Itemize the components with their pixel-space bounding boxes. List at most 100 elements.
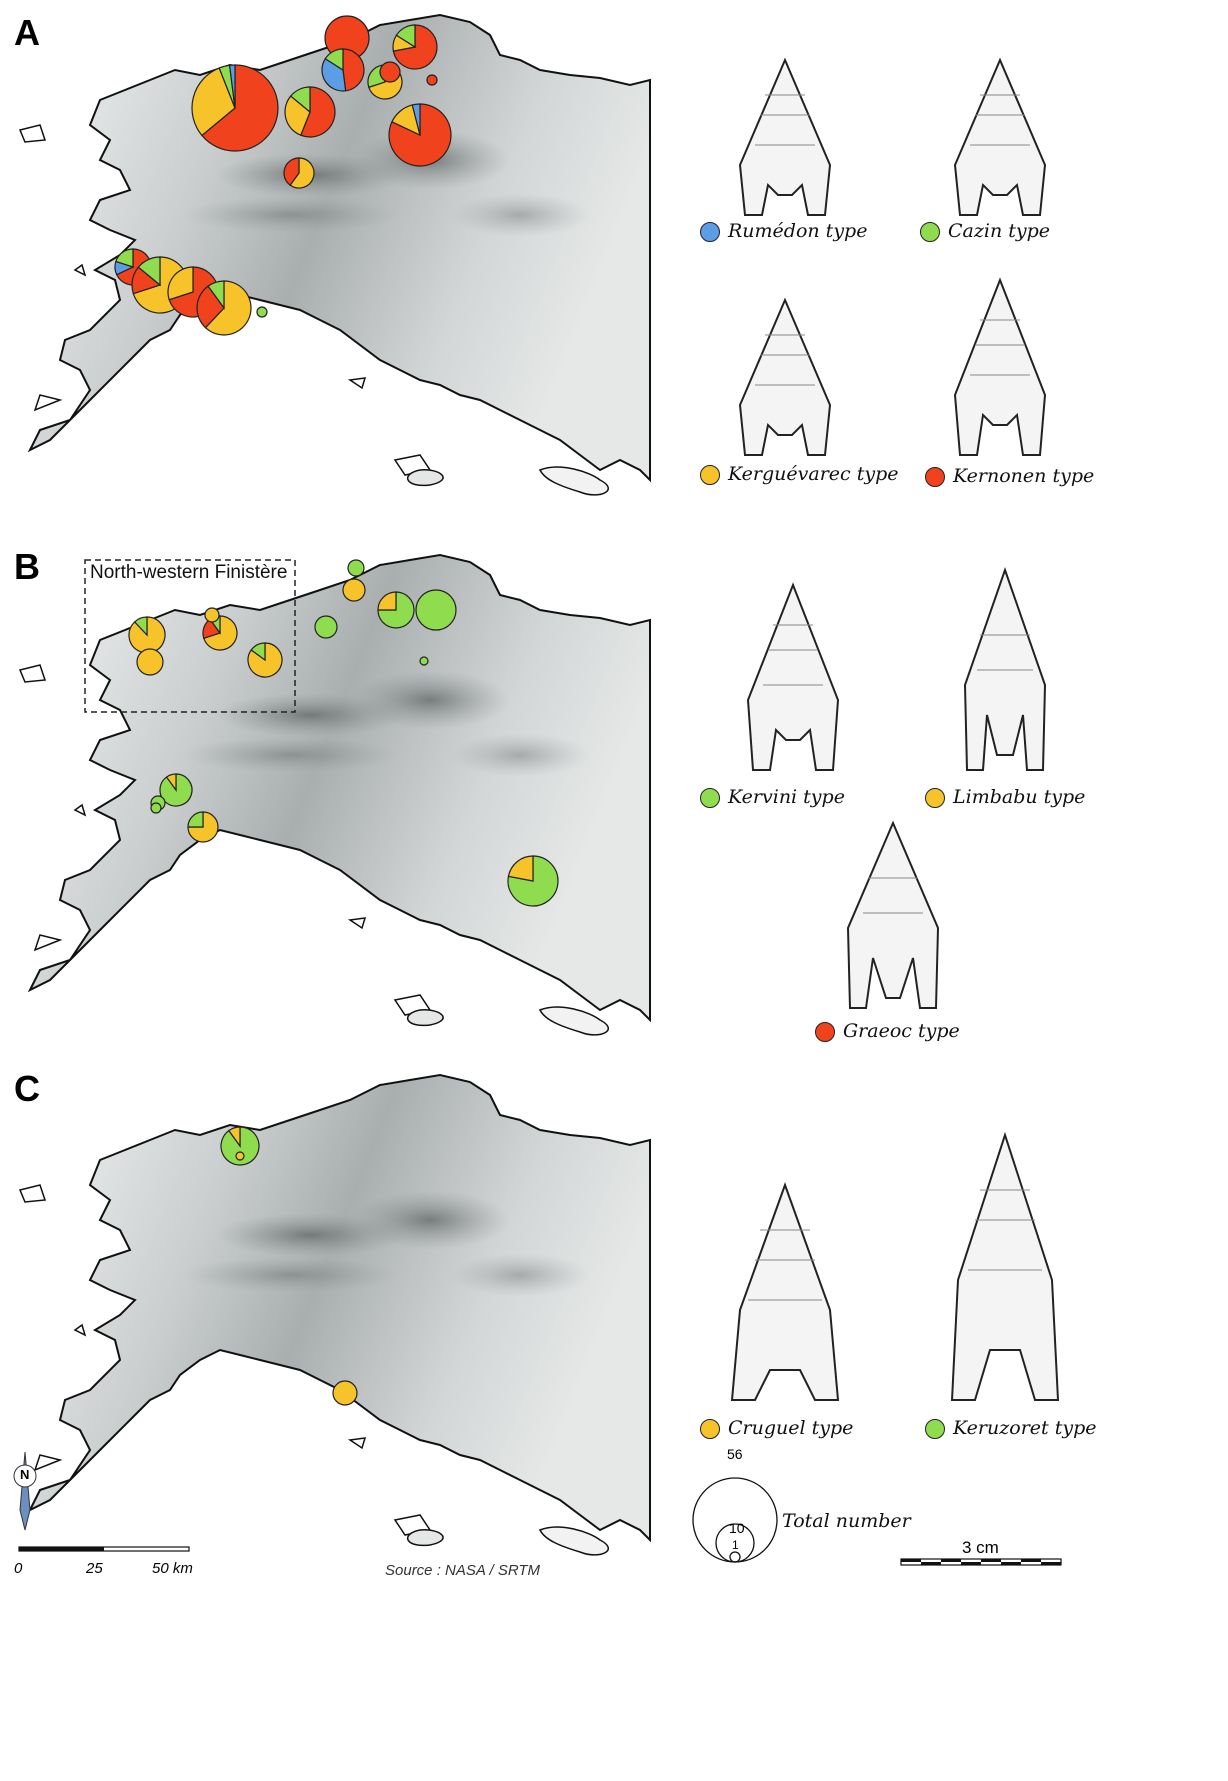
legend-label-kervini: Kervini type — [728, 786, 845, 808]
map-c-site-marker — [332, 1380, 358, 1406]
map-b-site-marker — [377, 591, 415, 629]
map-b-site-marker — [159, 773, 193, 807]
legend-dot-kernonen — [925, 467, 945, 487]
pie-slice-kernonen — [196, 285, 225, 329]
map-a-site-marker — [426, 74, 438, 86]
pie-slice-kervini — [187, 811, 204, 828]
map-c-site-marker — [235, 1151, 245, 1161]
map-b-site-marker — [247, 642, 283, 678]
map-b-site-marker — [347, 559, 365, 577]
pie-slice-kerguevarec — [191, 67, 236, 137]
map-a-site-marker — [256, 306, 268, 318]
scale-tick-25: 25 — [86, 1560, 103, 1577]
pie-slice-kernonen — [300, 86, 336, 138]
map-a-points — [114, 15, 452, 336]
pie-slice-limbabu — [165, 773, 177, 792]
legend-label-rumedon: Rumédon type — [728, 220, 868, 242]
pie-slice-cazin — [289, 86, 311, 114]
legend-label-keruzoret: Keruzoret type — [953, 1417, 1097, 1439]
pie-slice-kernonen — [283, 157, 300, 186]
map-panel-c — [0, 1060, 740, 1560]
pie-slice-cazin — [256, 306, 268, 318]
panel-a-letter: A — [14, 12, 40, 53]
cm-scale-bar — [900, 1558, 1062, 1566]
pie-slice-kervini — [347, 559, 365, 577]
map-a-site-marker — [392, 24, 438, 70]
legend-dot-keruzoret — [925, 1419, 945, 1439]
size-legend-label: Total number — [782, 1510, 911, 1532]
map-panel-a — [0, 0, 740, 510]
legend-dot-kervini — [700, 788, 720, 808]
north-arrow-icon — [13, 1451, 37, 1531]
size-legend-1: 1 — [732, 1538, 739, 1552]
pie-slice-cazin — [324, 48, 344, 72]
pie-slice-kervini — [415, 589, 457, 631]
pie-slice-kervini — [314, 615, 338, 639]
map-b-site-marker — [419, 656, 429, 666]
legend-label-kernonen: Kernonen type — [953, 465, 1095, 487]
pie-slice-kernonen — [342, 48, 365, 92]
map-b-points — [128, 559, 559, 907]
pie-slice-cazin — [207, 280, 225, 310]
pie-slice-limbabu — [342, 578, 366, 602]
map-c-points — [220, 1126, 358, 1406]
size-legend-circles — [692, 1477, 778, 1563]
map-b-site-marker — [204, 607, 220, 623]
pie-slice-cruguel — [227, 1126, 241, 1148]
pie-slice-kervini — [507, 855, 559, 907]
legend-label-graeoc: Graeoc type — [843, 1020, 960, 1042]
map-b-site-marker — [150, 802, 162, 814]
pie-slice-kervini — [133, 616, 148, 637]
pie-slice-cazin — [137, 256, 161, 287]
pie-slice-kernonen — [388, 103, 452, 167]
km-scale-bar — [18, 1546, 190, 1552]
legend-dot-cruguel — [700, 1419, 720, 1439]
pie-slice-kerguevarec — [167, 266, 194, 301]
pie-slice-kervini — [419, 656, 429, 666]
arrowhead-kerguevarec-drawing — [738, 297, 832, 456]
arrowhead-kervini-drawing — [746, 582, 840, 771]
panel-c-letter: C — [14, 1068, 40, 1109]
arrowhead-limbabu-drawing — [963, 566, 1047, 771]
pie-slice-limbabu — [187, 811, 219, 843]
pie-slice-kerguevarec — [289, 157, 315, 189]
pie-slice-limbabu — [204, 607, 220, 623]
map-b-site-marker — [415, 589, 457, 631]
scale-tick-50: 50 km — [152, 1560, 193, 1577]
inset-label: North-western Finistère — [90, 562, 288, 583]
map-b-site-marker — [507, 855, 559, 907]
north-label: N — [20, 1467, 30, 1482]
map-a-site-marker — [196, 280, 252, 336]
arrowhead-rumedon-drawing — [738, 57, 832, 216]
legend-dot-cazin — [920, 222, 940, 242]
map-a-site-marker — [321, 48, 365, 92]
arrowhead-keruzoret-drawing — [950, 1131, 1060, 1401]
map-b-site-marker — [128, 616, 166, 654]
map-a-site-marker — [191, 64, 279, 152]
map-b-site-marker — [187, 811, 219, 843]
legend-label-kerguevarec: Kerguévarec type — [728, 463, 899, 485]
legend-label-limbabu: Limbabu type — [953, 786, 1086, 808]
legend-dot-kerguevarec — [700, 465, 720, 485]
pie-slice-rumedon — [228, 64, 236, 109]
pie-slice-kerguevarec — [204, 280, 252, 336]
pie-slice-kernonen — [201, 64, 279, 152]
inset-frame — [84, 559, 296, 713]
map-a-site-marker — [284, 86, 336, 138]
legend-dot-limbabu — [925, 788, 945, 808]
legend-label-cruguel: Cruguel type — [728, 1417, 854, 1439]
pie-slice-cazin — [115, 248, 134, 268]
size-legend-56: 56 — [727, 1446, 743, 1462]
pie-slice-kervini — [150, 802, 162, 814]
pie-slice-kernonen — [379, 61, 401, 83]
map-b-site-marker — [136, 648, 164, 676]
pie-slice-kerguevarec — [284, 95, 311, 137]
legend-dot-rumedon — [700, 222, 720, 242]
pie-slice-cruguel — [332, 1380, 358, 1406]
arrowhead-graeoc-drawing — [846, 820, 940, 1009]
arrowhead-cruguel-drawing — [730, 1182, 840, 1401]
cm-scale-label: 3 cm — [962, 1538, 999, 1557]
pie-slice-limbabu — [507, 855, 534, 882]
map-c-site-marker — [220, 1126, 260, 1166]
legend-dot-graeoc — [815, 1022, 835, 1042]
